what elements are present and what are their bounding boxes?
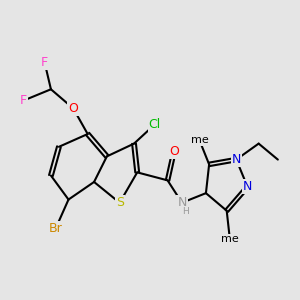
Text: N: N: [177, 196, 187, 209]
Text: H: H: [182, 207, 188, 216]
Text: N: N: [232, 153, 241, 166]
Text: Br: Br: [49, 222, 63, 235]
Text: F: F: [41, 56, 48, 69]
Text: me: me: [191, 135, 208, 146]
Text: Cl: Cl: [149, 118, 161, 131]
Text: O: O: [68, 102, 78, 115]
Text: me: me: [221, 235, 239, 244]
Text: S: S: [116, 196, 124, 209]
Text: N: N: [243, 180, 252, 193]
Text: F: F: [20, 94, 27, 107]
Text: O: O: [169, 145, 179, 158]
